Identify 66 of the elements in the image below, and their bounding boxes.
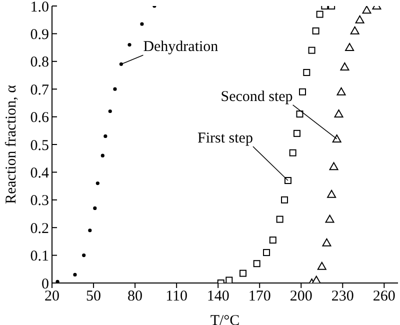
- point: [269, 236, 276, 244]
- y-axis-title: Reaction fraction, α: [3, 84, 20, 204]
- x-tick-label: 140: [206, 288, 230, 305]
- point: [239, 270, 246, 277]
- point: [108, 109, 112, 114]
- point: [345, 43, 354, 52]
- x-tick-label: 20: [44, 288, 60, 305]
- point: [362, 6, 372, 14]
- point: [329, 162, 338, 170]
- point: [73, 272, 77, 276]
- x-tick-label: 170: [248, 288, 271, 305]
- point: [263, 249, 270, 256]
- y-tick-label: 0.3: [30, 193, 49, 210]
- y-tick-label: 0.2: [30, 220, 49, 237]
- point: [140, 22, 144, 26]
- x-tick-label: 200: [290, 288, 312, 305]
- point: [93, 206, 97, 210]
- point: [104, 134, 108, 138]
- annotation: Second step: [220, 88, 293, 105]
- point: [332, 134, 342, 142]
- x-tick-label: 50: [86, 288, 102, 305]
- x-tick-label: 230: [331, 288, 354, 305]
- annotation: Dehydration: [143, 39, 219, 56]
- point: [284, 177, 292, 184]
- y-tick-label: 0.5: [30, 138, 49, 154]
- point: [308, 46, 316, 54]
- y-tick-label: 0.7: [30, 82, 50, 98]
- point: [253, 260, 260, 268]
- x-axis-title: T/°C: [210, 313, 240, 325]
- point: [327, 190, 336, 198]
- point: [296, 110, 304, 118]
- point: [82, 254, 86, 258]
- x-tick-label: 110: [166, 288, 188, 305]
- point: [340, 62, 350, 70]
- point: [56, 280, 60, 283]
- y-tick-label: 1.0: [30, 0, 49, 16]
- point: [325, 214, 334, 223]
- point: [96, 181, 100, 186]
- point: [322, 238, 332, 246]
- point: [303, 68, 310, 76]
- point: [113, 87, 117, 91]
- point: [293, 130, 300, 137]
- y-tick-label: 0.9: [30, 27, 49, 44]
- y-tick-label: 0.1: [30, 248, 49, 265]
- point: [226, 276, 233, 283]
- x-tick-label: 260: [372, 288, 396, 305]
- annotation: First step: [198, 130, 253, 147]
- point: [317, 262, 326, 270]
- x-tick-label: 80: [128, 288, 143, 305]
- y-tick-label: 0.4: [30, 166, 50, 182]
- point: [334, 110, 344, 118]
- point: [336, 87, 346, 96]
- point: [350, 26, 360, 34]
- point: [100, 154, 104, 158]
- point: [88, 228, 92, 232]
- point: [312, 276, 321, 283]
- point: [128, 42, 132, 47]
- y-tick-label: 0.6: [30, 110, 50, 126]
- point: [355, 15, 364, 24]
- point: [299, 88, 306, 96]
- point: [312, 27, 320, 34]
- point: [289, 149, 296, 156]
- point: [276, 216, 284, 223]
- point: [281, 196, 288, 204]
- y-tick-label: 0.8: [30, 54, 49, 71]
- point: [316, 10, 324, 18]
